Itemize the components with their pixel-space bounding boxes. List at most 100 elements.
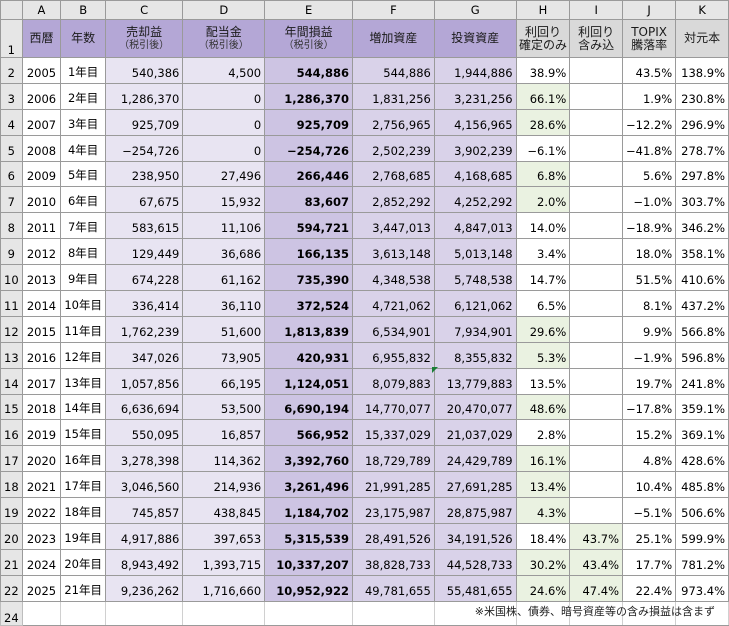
- column-header-k[interactable]: K: [675, 0, 729, 20]
- row-header[interactable]: 5: [0, 134, 23, 162]
- cell-yield-unrealized[interactable]: 47.4%: [569, 574, 624, 602]
- cell-yield-realized[interactable]: 2.0%: [515, 186, 571, 214]
- cell-increased-assets[interactable]: 49,781,655: [352, 574, 435, 602]
- cell-investment-assets[interactable]: 5,013,148: [433, 238, 517, 266]
- cell-topix-change[interactable]: −18.9%: [622, 212, 677, 240]
- cell-dividend[interactable]: 53,500: [182, 393, 266, 421]
- cell-investment-assets[interactable]: 55,481,655: [433, 574, 517, 602]
- cell-topix-change[interactable]: 18.0%: [622, 238, 677, 266]
- header-vs-principal[interactable]: 対元本: [675, 19, 729, 58]
- cell-count[interactable]: 3年目: [60, 108, 106, 136]
- cell-count[interactable]: 4年目: [60, 134, 106, 162]
- row-header[interactable]: 4: [0, 108, 23, 136]
- cell-topix-change[interactable]: 4.8%: [622, 445, 677, 473]
- cell-vs-principal[interactable]: 566.8%: [675, 315, 729, 343]
- cell-count[interactable]: 1年目: [60, 57, 106, 84]
- cell-sale-profit[interactable]: 745,857: [104, 497, 184, 525]
- cell-dividend[interactable]: 61,162: [182, 264, 266, 292]
- cell-yield-realized[interactable]: 2.8%: [515, 419, 571, 447]
- cell-yield-realized[interactable]: 13.5%: [515, 367, 571, 395]
- cell-topix-change[interactable]: 1.9%: [622, 82, 677, 110]
- column-header-a[interactable]: A: [21, 0, 62, 20]
- cell-yield-realized[interactable]: 4.3%: [515, 497, 571, 525]
- column-header-h[interactable]: H: [515, 0, 571, 20]
- cell-topix-change[interactable]: 19.7%: [622, 367, 677, 395]
- cell-increased-assets[interactable]: 6,534,901: [352, 315, 435, 343]
- cell-annual-pl[interactable]: 1,286,370: [264, 82, 354, 110]
- cell-topix-change[interactable]: 22.4%: [622, 574, 677, 602]
- cell-increased-assets[interactable]: 18,729,789: [352, 445, 435, 473]
- cell-sale-profit[interactable]: 129,449: [104, 238, 184, 266]
- cell-annual-pl[interactable]: 3,261,496: [264, 471, 354, 499]
- cell-sale-profit[interactable]: 6,636,694: [104, 393, 184, 421]
- cell-yield-realized[interactable]: 28.6%: [515, 108, 571, 136]
- cell-dividend[interactable]: 0: [182, 82, 266, 110]
- header-dividend[interactable]: 配当金 （税引後）: [182, 19, 266, 58]
- header-yield-unrealized[interactable]: 利回り 含み込: [569, 19, 624, 58]
- cell-dividend[interactable]: 27,496: [182, 160, 266, 188]
- column-header-c[interactable]: C: [104, 0, 184, 20]
- cell-year[interactable]: 2011: [21, 212, 62, 240]
- cell-sale-profit[interactable]: 674,228: [104, 264, 184, 292]
- cell-count[interactable]: 21年目: [60, 574, 106, 602]
- cell-topix-change[interactable]: 10.4%: [622, 471, 677, 499]
- cell-investment-assets[interactable]: 3,231,256: [433, 82, 517, 110]
- cell-increased-assets[interactable]: 544,886: [352, 57, 435, 84]
- cell-count[interactable]: 9年目: [60, 264, 106, 292]
- cell-increased-assets[interactable]: 4,348,538: [352, 264, 435, 292]
- cell-vs-principal[interactable]: 596.8%: [675, 341, 729, 369]
- row-header[interactable]: 20: [0, 523, 23, 550]
- cell-increased-assets[interactable]: 21,991,285: [352, 471, 435, 499]
- row-header[interactable]: 17: [0, 445, 23, 473]
- cell-yield-unrealized[interactable]: [569, 471, 624, 499]
- cell-vs-principal[interactable]: 296.9%: [675, 108, 729, 136]
- cell-yield-unrealized[interactable]: [569, 57, 624, 84]
- cell-dividend[interactable]: 1,716,660: [182, 574, 266, 602]
- cell-investment-assets[interactable]: 4,168,685: [433, 160, 517, 188]
- cell-yield-realized[interactable]: 30.2%: [515, 548, 571, 576]
- cell-yield-unrealized[interactable]: [569, 393, 624, 421]
- cell-sale-profit[interactable]: 583,615: [104, 212, 184, 240]
- cell-year[interactable]: 2010: [21, 186, 62, 214]
- cell-investment-assets[interactable]: 21,037,029: [433, 419, 517, 447]
- cell-year[interactable]: 2014: [21, 290, 62, 317]
- cell-vs-principal[interactable]: 369.1%: [675, 419, 729, 447]
- cell-dividend[interactable]: 16,857: [182, 419, 266, 447]
- cell-annual-pl[interactable]: −254,726: [264, 134, 354, 162]
- empty-cell[interactable]: [515, 600, 571, 626]
- cell-count[interactable]: 17年目: [60, 471, 106, 499]
- cell-annual-pl[interactable]: 10,337,207: [264, 548, 354, 576]
- cell-count[interactable]: 5年目: [60, 160, 106, 188]
- cell-vs-principal[interactable]: 428.6%: [675, 445, 729, 473]
- cell-investment-assets[interactable]: 7,934,901: [433, 315, 517, 343]
- cell-count[interactable]: 16年目: [60, 445, 106, 473]
- row-header[interactable]: 11: [0, 290, 23, 317]
- empty-cell[interactable]: [433, 600, 517, 626]
- row-header[interactable]: 13: [0, 341, 23, 369]
- cell-count[interactable]: 2年目: [60, 82, 106, 110]
- cell-vs-principal[interactable]: 781.2%: [675, 548, 729, 576]
- cell-increased-assets[interactable]: 8,079,883: [352, 367, 435, 395]
- column-header-j[interactable]: J: [622, 0, 677, 20]
- cell-count[interactable]: 14年目: [60, 393, 106, 421]
- cell-count[interactable]: 18年目: [60, 497, 106, 525]
- cell-yield-realized[interactable]: 6.5%: [515, 290, 571, 317]
- cell-yield-realized[interactable]: 14.0%: [515, 212, 571, 240]
- cell-topix-change[interactable]: 8.1%: [622, 290, 677, 317]
- row-header[interactable]: 8: [0, 212, 23, 240]
- cell-increased-assets[interactable]: 15,337,029: [352, 419, 435, 447]
- cell-dividend[interactable]: 397,653: [182, 523, 266, 550]
- cell-vs-principal[interactable]: 138.9%: [675, 57, 729, 84]
- cell-dividend[interactable]: 36,110: [182, 290, 266, 317]
- cell-year[interactable]: 2009: [21, 160, 62, 188]
- cell-count[interactable]: 13年目: [60, 367, 106, 395]
- cell-dividend[interactable]: 114,362: [182, 445, 266, 473]
- cell-yield-unrealized[interactable]: [569, 445, 624, 473]
- row-header[interactable]: 21: [0, 548, 23, 576]
- cell-count[interactable]: 6年目: [60, 186, 106, 214]
- row-header[interactable]: 12: [0, 315, 23, 343]
- row-header[interactable]: 16: [0, 419, 23, 447]
- cell-investment-assets[interactable]: 28,875,987: [433, 497, 517, 525]
- cell-topix-change[interactable]: 9.9%: [622, 315, 677, 343]
- select-all-corner[interactable]: [0, 0, 23, 20]
